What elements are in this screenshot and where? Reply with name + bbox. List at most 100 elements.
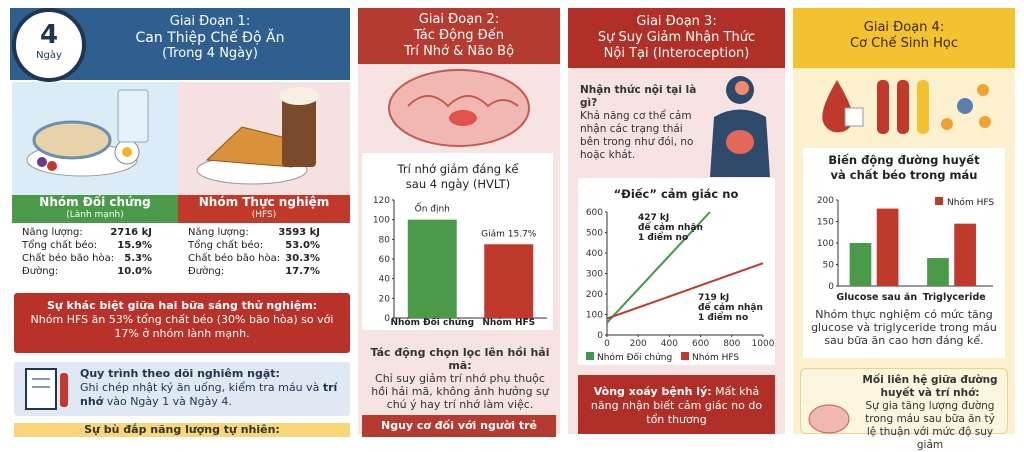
y-tick-label: 400 [586,249,603,259]
bar [849,243,872,286]
difference-box: Sự khác biệt giữa hai bữa sáng thử nghiệ… [14,293,350,353]
y-tick-label: 500 [586,229,603,239]
x-tick-label: 600 [692,339,709,349]
stat-row: Chất béo bão hòa: 5.3% [22,252,152,265]
stat-label: Chất béo bão hòa: [188,253,281,264]
title: Giai Đoạn 2: [418,12,500,27]
note: Tác động chọn lọc lên hồi hải mã: Chỉ suy… [366,346,554,411]
stat-row: Chất béo bão hòa: 30.3% [188,252,320,265]
title: Trí Nhớ & Não Bộ [403,44,515,59]
body-illustration [710,76,770,177]
y-tick-label: 0 [828,282,834,292]
legend-swatch [935,197,943,205]
title: Giai Đoạn 4: [863,20,945,35]
bar [876,208,899,286]
y-tick-label: 0 [597,331,603,341]
y-tick-label: 40 [379,275,391,285]
chart-title: Biến động đường huyết [828,153,980,167]
badge-number: 4 [39,20,59,50]
annotation: 427 kJ để cảm nhận 1 điểm no [638,213,703,243]
note-body: Chỉ suy giảm trí nhớ phụ thuộc hồi hải m… [371,372,549,411]
y-tick-label: 100 [373,216,390,226]
text-bold: trí nhớ [80,381,338,408]
y-tick-label: 100 [817,239,834,249]
x-tick-label: 800 [723,339,740,349]
legend-swatch [586,352,594,360]
x-tick-label: 0 [604,339,610,349]
y-tick-label: 60 [379,255,391,265]
legend-label: Nhóm HFS [947,197,994,208]
spiral-box: Vòng xoáy bệnh lý: Mất khả năng nhận biế… [578,375,775,434]
bar [484,244,534,318]
annotation: Ổn định [415,202,450,215]
box-title: Sự bù đắp năng lượng tự nhiên: [84,423,280,436]
text: vào Ngày 1 và Ngày 4. [103,395,232,408]
stat-row: Tổng chất béo: 53.0% [188,239,320,252]
y-tick-label: 0 [384,314,390,324]
y-tick-label: 120 [373,196,390,206]
caption: Nhóm thực nghiệm có mức tăng glucose và … [811,308,997,347]
page: {"stage1":{"badge":{"number":"4","unit":… [10,8,1015,451]
chart-title: “Điếc” cảm giác no [614,187,739,201]
box-body: Sự gia tăng lượng đường trong máu sau bữ… [865,400,995,451]
group-name: Nhóm Thực nghiệm [198,195,330,209]
clock-badge: 4 Ngày [12,8,86,82]
title: Cơ Chế Sinh Học [850,36,958,51]
box-body: Nhóm HFS ăn 53% tổng chất béo (30% bão h… [30,313,334,340]
chart-title: và chất béo trong máu [831,168,978,182]
stat-value: 17.7% [285,266,320,277]
stage2-header: Giai Đoạn 2: Tác Động Đến Trí Nhớ & Não Bộ [358,8,560,64]
box-title: Nguy cơ đối với người trẻ [380,419,537,432]
line [606,211,711,324]
y-tick-label: 200 [817,196,834,206]
legend-swatch [681,352,689,360]
stat-row: Đường: 10.0% [22,265,152,278]
satiety-chart: “Điếc” cảm giác no 0 100 200 300 400 500 600 0 20… [578,178,775,365]
stage4-header: Giai Đoạn 4: Cơ Chế Sinh Học [793,8,1015,68]
bar [927,258,949,286]
stat-value: 10.0% [117,266,152,277]
y-tick-label: 80 [379,235,391,245]
title: Giai Đoạn 3: [636,14,717,29]
group-label: Nhóm Thực nghiệm (HFS) [178,195,350,223]
x-tick-label: Glucose sau ăn [836,292,917,303]
next-box: Sự bù đắp năng lượng tự nhiên: [14,423,350,437]
note-title: Tác động chọn lọc lên hồi hải mã: [370,346,550,372]
chart-title: Trí nhớ giảm đáng kể [397,162,519,176]
stats: Năng lượng: 3593 kJ Tổng chất béo: 53.0% Chấ… [188,226,320,278]
stat-row: Năng lượng: 3593 kJ [188,226,320,239]
meal-illustrations [12,82,350,195]
stat-value: 30.3% [285,253,320,264]
definition: Nhận thức nội tại là gì? Khả năng cơ thể … [580,84,700,162]
legend-label: Nhóm HFS [692,352,739,363]
stat-value: 2716 kJ [110,227,152,238]
box-body: Mất khả năng nhận biết cảm giác no do tổ… [590,385,763,426]
annotation: Giảm 15.7% [481,228,537,239]
box-title: Quy trình theo dõi nghiêm ngặt: [80,367,280,380]
title: Sự Suy Giảm Nhận Thức [597,30,756,45]
group-name: Nhóm Đối chứng [39,195,151,209]
bar [954,223,976,286]
stat-label: Năng lượng: [188,227,249,238]
stat-value: 5.3% [124,253,152,264]
x-tick-label: Nhóm Đối chứng [390,317,474,328]
stat-label: Đường: [188,266,225,277]
stat-label: Đường: [22,266,59,277]
y-tick-label: 200 [586,290,603,300]
link-box: Mối liên hệ giữa đường huyết và trí nhớ:… [800,368,1008,451]
title: (Trong 4 Ngày) [162,46,258,61]
stat-value: 15.9% [117,240,152,251]
stat-row: Năng lượng: 2716 kJ [22,226,152,239]
box-title: Mối liên hệ giữa đường huyết và trí nhớ: [862,374,998,399]
legend-label: Nhóm Đối chứng [597,352,672,363]
box-title: Sự khác biệt giữa hai bữa sáng thử nghiệ… [46,299,318,312]
title: Tác Động Đến [414,28,504,43]
title: Nội Tại (Interoception) [603,46,750,61]
group-label: Nhóm Đối chứng (Lành mạnh) [12,195,178,223]
line [606,262,764,320]
stage3-header: Giai Đoạn 3: Sự Suy Giảm Nhận Thức Nội Tại… [568,8,785,68]
stat-label: Tổng chất béo: [188,240,264,251]
y-tick-label: 50 [823,261,835,271]
x-tick-label: 200 [630,339,647,349]
